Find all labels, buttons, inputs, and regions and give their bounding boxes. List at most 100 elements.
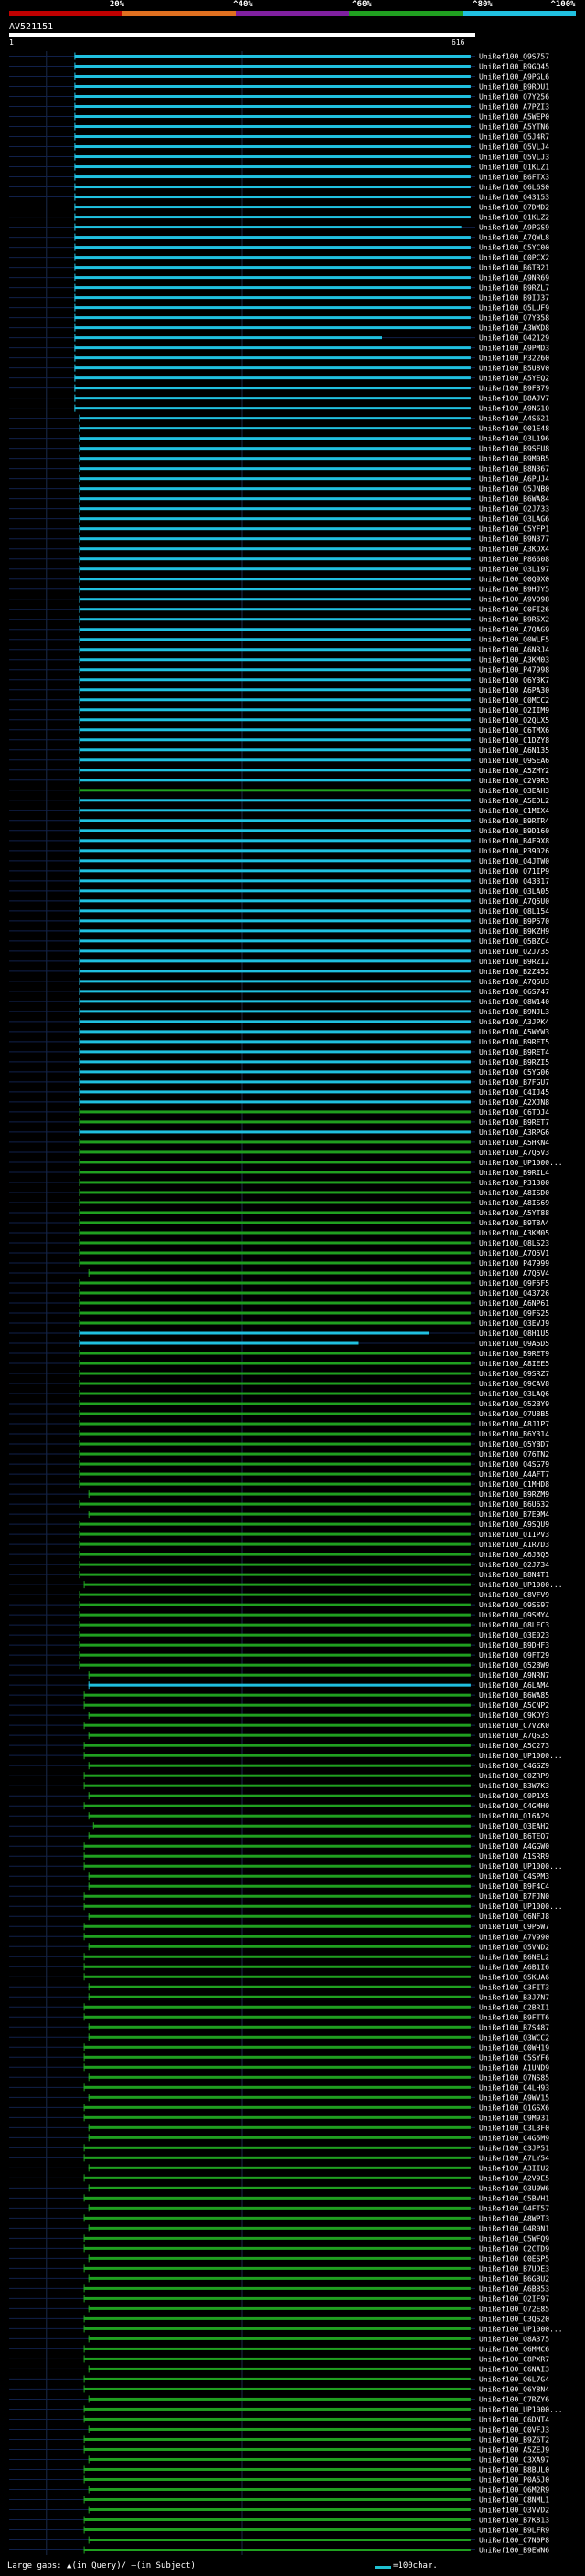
hit-bar[interactable]: [79, 1020, 471, 1023]
hit-label[interactable]: UniRef100_B8AJV7: [479, 395, 549, 403]
hit-bar[interactable]: [74, 346, 471, 350]
hit-label[interactable]: UniRef100_B9M0B5: [479, 455, 549, 463]
hit-bar[interactable]: [79, 809, 471, 812]
hit-label[interactable]: UniRef100_A9SQU9: [479, 1521, 549, 1529]
hit-bar[interactable]: [79, 1191, 471, 1194]
hit-label[interactable]: UniRef100_Q4SG79: [479, 1460, 549, 1468]
hit-label[interactable]: UniRef100_P32260: [479, 355, 549, 363]
hit-label[interactable]: UniRef100_A5ZMY2: [479, 767, 549, 775]
hit-label[interactable]: UniRef100_C6NAI3: [479, 2365, 549, 2373]
hit-bar[interactable]: [88, 1874, 471, 1878]
hit-label[interactable]: UniRef100_UP1000...: [479, 2405, 563, 2413]
hit-bar[interactable]: [74, 95, 471, 99]
hit-bar[interactable]: [79, 1623, 471, 1627]
hit-label[interactable]: UniRef100_Q42129: [479, 334, 549, 343]
hit-label[interactable]: UniRef100_Q9SEA6: [479, 757, 549, 765]
hit-bar[interactable]: [79, 1060, 471, 1064]
hit-bar[interactable]: [74, 397, 471, 400]
hit-label[interactable]: UniRef100_Q3EAH2: [479, 1822, 549, 1830]
hit-label[interactable]: UniRef100_Q7NS85: [479, 2073, 549, 2082]
hit-bar[interactable]: [79, 1291, 471, 1295]
hit-label[interactable]: UniRef100_A6J3Q5: [479, 1551, 549, 1559]
hit-bar[interactable]: [79, 1100, 471, 1104]
hit-bar[interactable]: [79, 980, 471, 983]
hit-label[interactable]: UniRef100_A4S621: [479, 415, 549, 423]
hit-label[interactable]: UniRef100_B3W7K3: [479, 1782, 549, 1790]
hit-bar[interactable]: [79, 728, 471, 732]
hit-bar[interactable]: [88, 2367, 471, 2370]
hit-bar[interactable]: [79, 1573, 471, 1576]
hit-bar[interactable]: [74, 75, 471, 79]
hit-bar[interactable]: [79, 678, 471, 682]
hit-bar[interactable]: [88, 1945, 471, 1948]
hit-label[interactable]: UniRef100_Q5KUA6: [479, 1973, 549, 1981]
hit-bar[interactable]: [83, 2447, 471, 2451]
hit-label[interactable]: UniRef100_A3JPK4: [479, 1018, 549, 1026]
hit-label[interactable]: UniRef100_C0VFJ3: [479, 2425, 549, 2433]
hit-bar[interactable]: [79, 1432, 471, 1436]
hit-label[interactable]: UniRef100_A7LY54: [479, 2154, 549, 2162]
hit-label[interactable]: UniRef100_P0A5J0: [479, 2475, 549, 2484]
hit-bar[interactable]: [83, 2327, 471, 2330]
hit-bar[interactable]: [74, 85, 471, 89]
hit-bar[interactable]: [83, 1965, 471, 1968]
hit-bar[interactable]: [79, 869, 471, 873]
hit-bar[interactable]: [79, 1422, 471, 1426]
hit-bar[interactable]: [88, 2538, 471, 2541]
hit-label[interactable]: UniRef100_C6TDJ4: [479, 1108, 549, 1117]
hit-bar[interactable]: [79, 799, 471, 802]
hit-label[interactable]: UniRef100_C3XA97: [479, 2455, 549, 2464]
hit-label[interactable]: UniRef100_B8BUL0: [479, 2465, 549, 2474]
hit-bar[interactable]: [79, 1382, 471, 1385]
hit-label[interactable]: UniRef100_B8N4T1: [479, 1571, 549, 1579]
hit-label[interactable]: UniRef100_Q3L197: [479, 566, 549, 574]
hit-label[interactable]: UniRef100_C1MHD8: [479, 1480, 549, 1489]
hit-label[interactable]: UniRef100_B6NEL2: [479, 1953, 549, 1961]
hit-label[interactable]: UniRef100_A1UND9: [479, 2063, 549, 2072]
hit-bar[interactable]: [74, 135, 471, 139]
hit-bar[interactable]: [88, 2136, 471, 2139]
hit-bar[interactable]: [83, 1924, 471, 1928]
hit-label[interactable]: UniRef100_UP1000...: [479, 1752, 563, 1760]
hit-bar[interactable]: [83, 1754, 471, 1757]
hit-label[interactable]: UniRef100_B9HJY5: [479, 586, 549, 594]
hit-bar[interactable]: [79, 567, 471, 571]
hit-bar[interactable]: [83, 2045, 471, 2049]
hit-label[interactable]: UniRef100_Q2IF97: [479, 2295, 549, 2303]
hit-label[interactable]: UniRef100_C2V9R3: [479, 777, 549, 785]
hit-label[interactable]: UniRef100_Q8LS23: [479, 1239, 549, 1247]
hit-bar[interactable]: [83, 2085, 471, 2089]
hit-bar[interactable]: [79, 789, 471, 792]
hit-label[interactable]: UniRef100_A6LAM4: [479, 1681, 549, 1690]
hit-label[interactable]: UniRef100_B7FGU7: [479, 1078, 549, 1087]
hit-bar[interactable]: [83, 2387, 471, 2390]
hit-label[interactable]: UniRef100_C5BVH1: [479, 2194, 549, 2202]
hit-label[interactable]: UniRef100_B9RET7: [479, 1118, 549, 1127]
hit-bar[interactable]: [79, 1532, 471, 1536]
hit-label[interactable]: UniRef100_Q4FT57: [479, 2204, 549, 2212]
hit-bar[interactable]: [74, 216, 471, 219]
hit-bar[interactable]: [74, 296, 471, 300]
hit-bar[interactable]: [83, 1854, 471, 1858]
hit-label[interactable]: UniRef100_Q43726: [479, 1289, 549, 1298]
hit-label[interactable]: UniRef100_Q2QLX5: [479, 716, 549, 725]
hit-bar[interactable]: [74, 286, 471, 290]
hit-label[interactable]: UniRef100_Q5YBD7: [479, 1440, 549, 1448]
hit-label[interactable]: UniRef100_Q9CAV8: [479, 1380, 549, 1388]
hit-label[interactable]: UniRef100_Q3LA05: [479, 887, 549, 896]
hit-label[interactable]: UniRef100_Q0WLF5: [479, 636, 549, 644]
hit-label[interactable]: UniRef100_C7RZY6: [479, 2395, 549, 2403]
hit-bar[interactable]: [88, 1985, 471, 1988]
hit-label[interactable]: UniRef100_C0MCC2: [479, 696, 549, 705]
hit-label[interactable]: UniRef100_A7Q5V4: [479, 1269, 549, 1277]
hit-label[interactable]: UniRef100_Q76TN2: [479, 1450, 549, 1458]
hit-label[interactable]: UniRef100_A6B1I6: [479, 1963, 549, 1971]
hit-bar[interactable]: [88, 2487, 471, 2491]
hit-label[interactable]: UniRef100_Q72E85: [479, 2305, 549, 2313]
hit-bar[interactable]: [79, 537, 471, 541]
hit-bar[interactable]: [74, 246, 471, 249]
hit-bar[interactable]: [83, 2477, 471, 2481]
hit-label[interactable]: UniRef100_A7Q5V3: [479, 1149, 549, 1157]
hit-label[interactable]: UniRef100_Q9A5D5: [479, 1340, 549, 1348]
hit-bar[interactable]: [83, 1975, 471, 1978]
